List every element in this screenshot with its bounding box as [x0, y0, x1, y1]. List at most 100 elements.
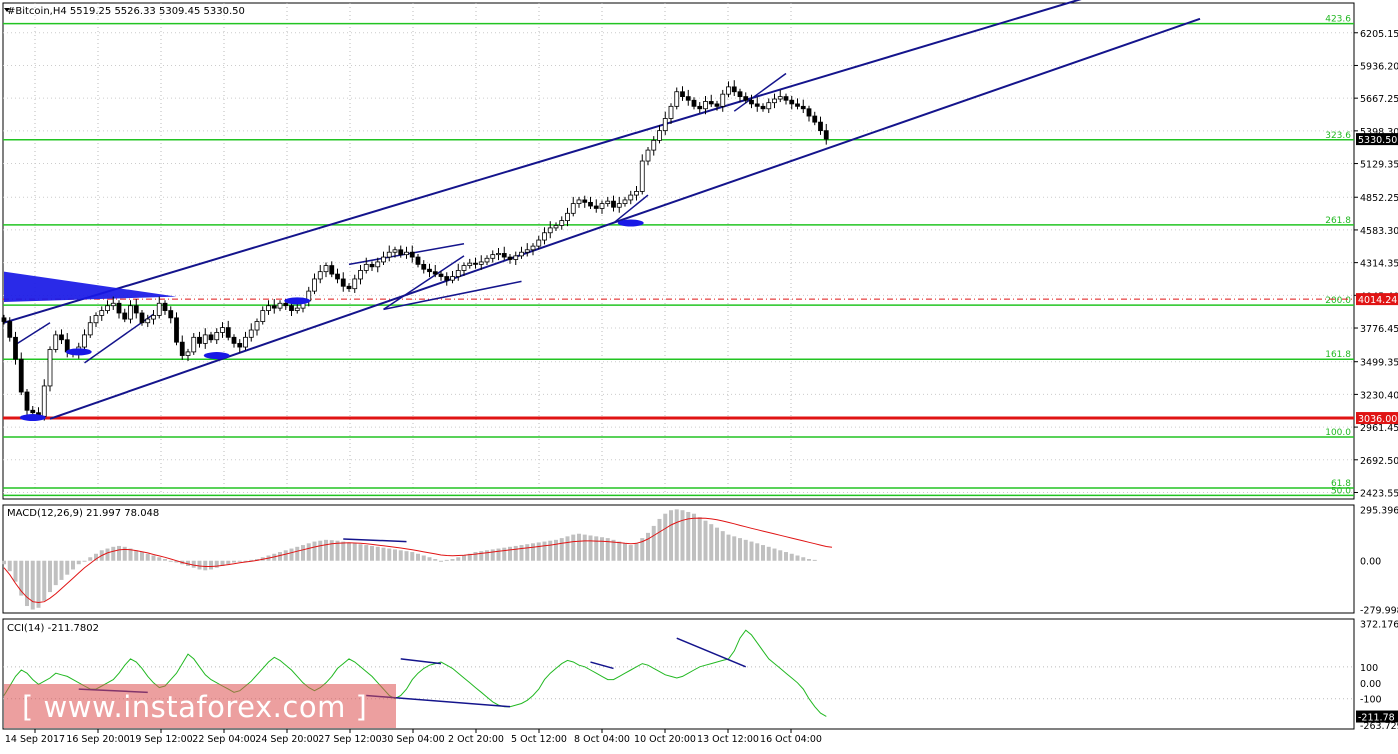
macd-histogram-bar [513, 545, 518, 561]
macd-histogram-bar [766, 546, 771, 561]
macd-tick-label: 0.00 [1360, 557, 1381, 568]
candle-body [156, 302, 162, 316]
candle-body [536, 239, 542, 247]
price-tick-label: 3499.35 [1360, 358, 1398, 369]
macd-histogram-bar [111, 546, 116, 561]
macd-histogram-bar [375, 546, 380, 561]
macd-histogram-bar [410, 552, 415, 561]
candle-body [174, 317, 179, 343]
macd-histogram-bar [249, 559, 254, 561]
cci-mark-label: -211.78 [1358, 713, 1395, 724]
price-tick-label: 5667.25 [1360, 94, 1398, 105]
time-label: 13 Oct 12:00 [697, 734, 759, 745]
candle-body [473, 262, 478, 265]
macd-histogram-bar [749, 541, 754, 561]
macd-histogram-bar [600, 537, 604, 561]
candle-body [41, 385, 47, 417]
candle-body [708, 101, 714, 105]
time-label: 27 Sep 12:00 [318, 734, 381, 745]
macd-histogram-bar [398, 550, 403, 561]
macd-histogram-bar [186, 560, 190, 566]
candle-body [812, 115, 818, 123]
macd-histogram-bar [19, 560, 24, 596]
candle-body [214, 332, 220, 341]
macd-histogram-bar [634, 543, 639, 561]
menu-arrow-icon[interactable] [4, 8, 10, 12]
macd-histogram-bar [341, 541, 346, 561]
macd-histogram-bar [243, 560, 248, 562]
macd-histogram-bar [381, 547, 386, 561]
macd-histogram-bar [450, 559, 455, 561]
macd-histogram-bar [295, 546, 300, 561]
macd-histogram-bar [674, 509, 679, 561]
pivot-marker [284, 297, 311, 305]
candle-body [312, 278, 317, 292]
macd-histogram-bar [496, 548, 501, 561]
cci-line [3, 629, 827, 717]
candle-body [542, 232, 547, 241]
candle-body [501, 253, 507, 258]
macd-histogram-bar [358, 544, 363, 561]
candle-body [628, 194, 634, 201]
candle-body [122, 312, 128, 320]
price-tick-label: 3230.40 [1360, 390, 1398, 401]
macd-histogram-bar [255, 559, 259, 561]
candle-body [139, 312, 145, 324]
macd-histogram-bar [278, 552, 282, 561]
candle-body [105, 305, 110, 311]
candle-body [605, 200, 611, 204]
time-label: 2 Oct 20:00 [448, 734, 504, 745]
macd-histogram-bar [53, 560, 58, 586]
macd-tick-label: 295.396 [1360, 505, 1398, 516]
candle-body [616, 203, 622, 208]
candle-body [116, 302, 122, 314]
candle-body [484, 257, 490, 263]
price-tick-label: 4583.30 [1360, 226, 1398, 237]
macd-histogram-bar [157, 557, 162, 561]
macd-histogram-bar [347, 542, 351, 561]
candle-body [93, 315, 99, 324]
time-label: 8 Oct 04:00 [574, 734, 630, 745]
candle-body [47, 349, 53, 387]
price-tick-label: 2692.50 [1360, 456, 1398, 467]
candle-body [392, 249, 398, 253]
macd-histogram-bar [151, 555, 156, 561]
macd-histogram-bar [588, 535, 593, 561]
macd-histogram-bar [94, 553, 98, 561]
macd-histogram-bar [692, 513, 696, 561]
candle-body [450, 276, 455, 281]
candle-body [731, 86, 737, 93]
macd-histogram-bar [657, 518, 662, 561]
candle-body [18, 358, 24, 393]
macd-histogram-bar [462, 555, 466, 561]
cci-divergence-line [590, 661, 614, 670]
macd-histogram-bar [335, 540, 340, 561]
candle-body [329, 265, 335, 275]
price-mark-label: 5330.50 [1358, 135, 1397, 146]
candle-body [634, 191, 639, 196]
macd-histogram-bar [531, 543, 535, 561]
macd-histogram-bar [628, 545, 633, 561]
candle-body [151, 315, 156, 320]
macd-histogram-bar [163, 559, 167, 561]
macd-histogram-bar [577, 533, 581, 561]
fib-level-label: 323.6 [1325, 131, 1351, 141]
candle-body [185, 351, 191, 356]
macd-histogram-bar [209, 560, 213, 570]
macd-histogram-bar [168, 560, 173, 562]
candle-body [277, 302, 283, 309]
macd-histogram-bar [134, 550, 139, 561]
macd-histogram-bar [772, 548, 777, 561]
macd-histogram-bar [795, 555, 800, 561]
macd-histogram-bar [623, 543, 627, 561]
candle-body [599, 203, 605, 209]
macd-histogram-bar [393, 549, 397, 561]
candle-body [231, 336, 237, 344]
pivot-marker [203, 352, 230, 360]
candle-body [772, 98, 777, 104]
macd-histogram-bar [542, 541, 547, 561]
macd-histogram-bar [640, 538, 645, 561]
candle-body [191, 336, 197, 353]
candle-body [547, 227, 553, 234]
macd-histogram-bar [778, 550, 783, 561]
